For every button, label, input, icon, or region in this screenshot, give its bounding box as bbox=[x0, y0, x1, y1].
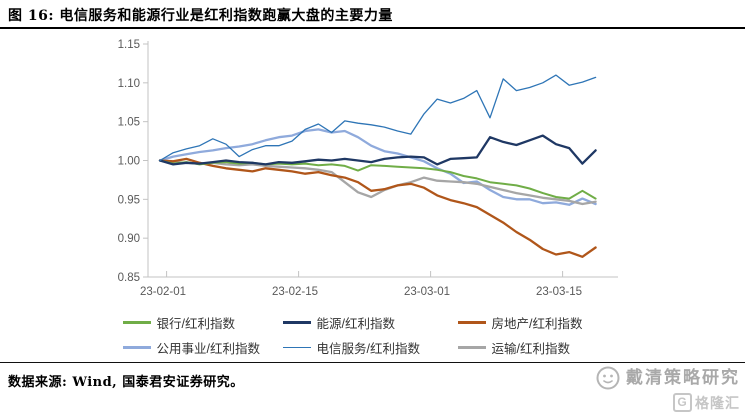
series-line bbox=[158, 157, 597, 258]
y-axis-label: 1.00 bbox=[118, 156, 140, 168]
legend-item: 公用事业/红利指数 bbox=[122, 338, 273, 357]
x-axis-label: 23-03-01 bbox=[404, 286, 450, 298]
series-line bbox=[158, 134, 597, 166]
source-note: 数据来源: Wind, 国泰君安证券研究。 bbox=[8, 375, 244, 390]
footer: 数据来源: Wind, 国泰君安证券研究。 bbox=[8, 371, 244, 390]
series-line bbox=[158, 159, 597, 206]
legend-label: 运输/红利指数 bbox=[491, 342, 570, 356]
legend-item: 电信服务/红利指数 bbox=[282, 338, 448, 357]
legend-swatch-line bbox=[457, 321, 486, 324]
y-axis-label: 0.95 bbox=[118, 194, 140, 206]
x-axis-label: 23-02-01 bbox=[140, 286, 186, 298]
brand-row: 戴清策略研究 bbox=[595, 365, 740, 391]
gelonghui-g-icon: G bbox=[673, 393, 692, 412]
brand-watermark: 戴清策略研究 G 格隆汇 bbox=[595, 365, 740, 412]
legend-item: 房地产/红利指数 bbox=[457, 313, 623, 332]
legend-label: 银行/红利指数 bbox=[156, 317, 235, 331]
series-line bbox=[159, 74, 597, 162]
legend-item: 运输/红利指数 bbox=[457, 338, 623, 357]
legend-label: 房地产/红利指数 bbox=[491, 317, 583, 331]
y-axis-label: 0.90 bbox=[118, 233, 140, 245]
y-axis-label: 1.10 bbox=[118, 78, 140, 90]
figure-title: 图 16: 电信服务和能源行业是红利指数跑赢大盘的主要力量 bbox=[8, 8, 393, 24]
gelonghui-logo: G 格隆汇 bbox=[673, 393, 740, 412]
y-axis-label: 0.85 bbox=[118, 272, 140, 284]
brand-name: 戴清策略研究 bbox=[626, 367, 740, 388]
footer-divider bbox=[0, 362, 745, 363]
y-axis-label: 1.05 bbox=[118, 117, 140, 129]
legend-label: 公用事业/红利指数 bbox=[156, 342, 260, 356]
x-axis-label: 23-03-15 bbox=[536, 286, 582, 298]
legend-label: 电信服务/红利指数 bbox=[316, 342, 420, 356]
legend-item: 能源/红利指数 bbox=[282, 313, 448, 332]
series-line bbox=[158, 128, 597, 206]
gelonghui-text: 格隆汇 bbox=[695, 394, 740, 411]
y-axis-label: 1.15 bbox=[118, 39, 140, 51]
series-line bbox=[159, 159, 597, 200]
legend-item: 银行/红利指数 bbox=[122, 313, 273, 332]
chart-legend: 银行/红利指数 能源/红利指数 房地产/红利指数公用事业/红利指数 电信服务/红利指数… bbox=[0, 313, 745, 357]
chart-area: 1.15 1.10 1.05 1.00 0.95 0.90 0.85 23-02-01 23-0… bbox=[0, 29, 745, 311]
legend-swatch-line bbox=[282, 346, 311, 349]
x-axis-label: 23-02-15 bbox=[272, 286, 318, 298]
legend-swatch-line bbox=[282, 321, 311, 324]
legend-label: 能源/红利指数 bbox=[316, 317, 395, 331]
wechat-avatar-icon bbox=[596, 366, 620, 390]
legend-swatch-line bbox=[457, 346, 486, 349]
legend-swatch-line bbox=[122, 321, 151, 324]
title-divider bbox=[0, 27, 745, 29]
legend-swatch-line bbox=[122, 346, 151, 349]
